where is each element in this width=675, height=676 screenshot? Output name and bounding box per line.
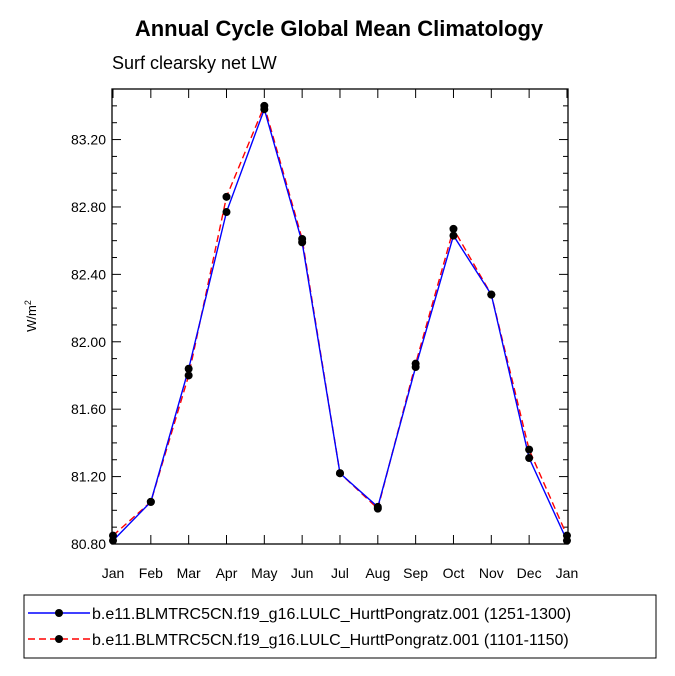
series-2-marker xyxy=(525,445,534,454)
x-tick-label: Nov xyxy=(479,565,504,581)
x-tick-label: Aug xyxy=(365,565,390,581)
series-2-marker xyxy=(562,531,571,540)
legend-label-2: b.e11.BLMTRC5CN.f19_g16.LULC_HurttPongra… xyxy=(92,632,569,649)
legend-box xyxy=(23,594,657,659)
x-tick-label: Sep xyxy=(403,565,428,581)
x-tick-label: Jun xyxy=(291,565,314,581)
legend-marker-2 xyxy=(55,635,63,643)
y-tick-label: 81.60 xyxy=(71,401,106,417)
y-tick-label: 81.20 xyxy=(71,469,106,485)
legend-marker-1 xyxy=(55,609,63,617)
series-2-marker xyxy=(298,234,307,243)
x-tick-label: Apr xyxy=(216,565,238,581)
series-2-marker xyxy=(222,192,231,201)
y-axis-label-superscript: 2 xyxy=(23,300,33,305)
series-2-marker xyxy=(487,290,496,299)
x-tick-label: Jan xyxy=(556,565,579,581)
chart-title: Annual Cycle Global Mean Climatology xyxy=(135,16,544,41)
y-axis-label-text: W/m xyxy=(24,305,39,332)
legend-label-1: b.e11.BLMTRC5CN.f19_g16.LULC_HurttPongra… xyxy=(92,606,571,623)
y-tick-label: 83.20 xyxy=(71,132,106,148)
x-tick-label: Oct xyxy=(443,565,465,581)
y-tick-label: 82.00 xyxy=(71,334,106,350)
series-2-marker xyxy=(373,504,382,513)
series-2-marker xyxy=(109,531,117,540)
x-tick-label: Jan xyxy=(102,565,125,581)
y-tick-label: 82.40 xyxy=(71,266,106,282)
series-2-marker xyxy=(260,101,269,110)
x-tick-label: Jul xyxy=(331,565,349,581)
series-layer xyxy=(109,101,571,545)
y-axis-label: W/m2 xyxy=(23,300,39,332)
legend: b.e11.BLMTRC5CN.f19_g16.LULC_HurttPongra… xyxy=(23,594,657,659)
x-tick-label: Feb xyxy=(139,565,163,581)
y-tick-label: 80.80 xyxy=(71,536,106,552)
axes-frame: 80.80 81.20 81.60 82.00 82.40 82.80 83.20 Jan Fe… xyxy=(71,88,579,581)
series-2-marker xyxy=(146,497,155,506)
y-tick-label: 82.80 xyxy=(71,199,106,215)
chart-subtitle: Surf clearsky net LW xyxy=(112,53,277,73)
series-2-marker xyxy=(335,469,344,478)
series-2-marker xyxy=(184,371,193,380)
x-tick-label: May xyxy=(251,565,277,581)
series-2-marker xyxy=(411,359,420,368)
series-1-marker xyxy=(449,231,458,240)
series-2-marker xyxy=(449,224,458,233)
series-1-marker xyxy=(525,454,534,463)
x-tick-label: Mar xyxy=(177,565,201,581)
series-1-marker xyxy=(222,208,231,217)
x-tick-label: Dec xyxy=(517,565,542,581)
series-1-marker xyxy=(184,364,193,373)
